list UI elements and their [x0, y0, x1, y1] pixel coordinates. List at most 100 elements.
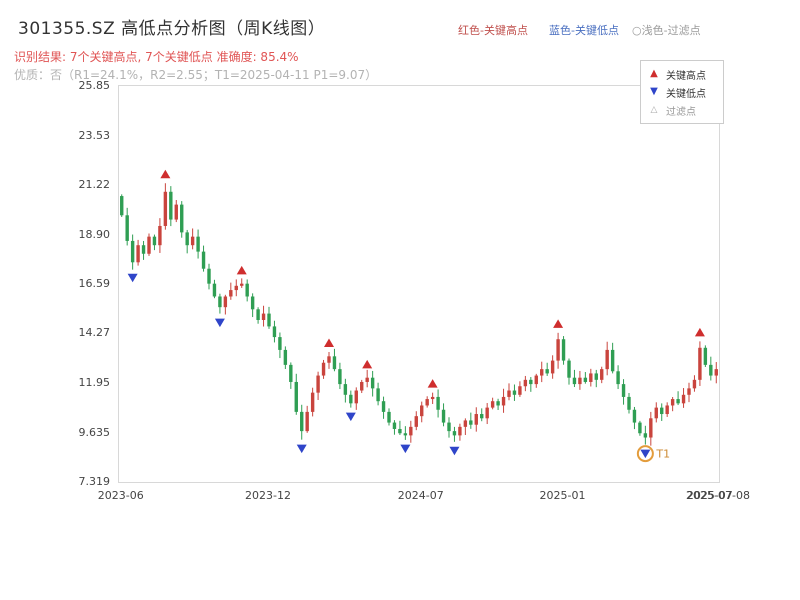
candle — [223, 296, 228, 308]
candle — [534, 375, 538, 385]
candle — [174, 204, 178, 220]
candle — [169, 191, 173, 220]
y-axis-tick-label: 9.635 — [78, 425, 111, 439]
candle — [316, 375, 320, 393]
x-axis-end-date-label: 2025-07-08 — [686, 489, 750, 502]
candle — [550, 360, 555, 374]
candle — [621, 384, 626, 397]
candle — [212, 283, 217, 297]
candle — [638, 422, 642, 434]
candle — [681, 394, 686, 404]
y-axis-tick-label: 7.319 — [78, 475, 111, 488]
candle — [250, 296, 255, 310]
candle — [414, 416, 418, 427]
candle — [627, 396, 631, 410]
candle — [180, 204, 184, 233]
chart-legend: ▲ 关键高点 ▼ 关键低点 △ 过滤点 — [640, 60, 724, 124]
hint-key-low: 蓝色-关键低点 — [549, 24, 619, 37]
candle — [234, 285, 238, 291]
key-high-marker — [553, 319, 564, 328]
x-axis-tick-label: 2023-06 — [97, 489, 144, 502]
candle — [572, 377, 577, 385]
candle — [409, 426, 413, 436]
key-high-marker — [694, 327, 705, 337]
candle — [387, 411, 391, 423]
legend-item-key-low: ▼ 关键低点 — [648, 83, 716, 101]
candle — [447, 422, 451, 432]
candle — [496, 401, 500, 406]
candle — [523, 379, 528, 387]
plot-area: T1 — [118, 85, 720, 483]
candle — [398, 428, 402, 434]
candle — [643, 433, 648, 438]
candle — [605, 349, 609, 370]
candle — [349, 394, 353, 404]
candle — [420, 405, 424, 417]
x-axis-tick-label: 2024-07 — [397, 489, 444, 502]
candle — [245, 283, 249, 297]
candle — [376, 388, 380, 402]
candle — [698, 347, 702, 380]
candle — [125, 215, 129, 241]
y-axis-tick-label: 14.27 — [78, 326, 111, 340]
candle — [229, 290, 233, 297]
recognition-result-text: 识别结果: 7个关键高点, 7个关键低点 准确度: 85.4% — [14, 50, 299, 64]
triangle-outline-icon: △ — [650, 104, 658, 115]
candle — [594, 373, 598, 380]
y-axis-tick-label: 18.90 — [78, 227, 111, 241]
candle — [501, 396, 506, 406]
candle — [310, 392, 315, 412]
candle — [600, 369, 604, 380]
candle — [201, 251, 206, 269]
key-low-marker — [640, 449, 651, 459]
candle — [272, 326, 277, 338]
candle — [632, 409, 637, 423]
legend-label-key-low: 关键低点 — [666, 88, 706, 100]
candle — [654, 407, 658, 419]
candle — [147, 236, 151, 254]
candle — [458, 426, 462, 436]
hint-key-high: 红色-关键高点 — [458, 24, 528, 37]
legend-item-key-high: ▲ 关键高点 — [648, 65, 716, 83]
candle — [120, 196, 124, 216]
page-title: 301355.SZ 高低点分析图（周K线图） — [18, 19, 326, 39]
candle — [578, 377, 582, 385]
candle — [136, 245, 140, 263]
candle — [289, 364, 293, 382]
candle — [185, 232, 189, 246]
candle — [687, 388, 691, 395]
candle — [610, 349, 615, 372]
candle — [190, 236, 195, 246]
key-low-marker — [127, 273, 138, 283]
candle — [709, 364, 713, 376]
candle — [256, 309, 260, 320]
candle — [485, 407, 489, 419]
candle — [365, 377, 369, 382]
candle — [141, 245, 146, 254]
candle — [327, 356, 331, 363]
candle — [474, 414, 478, 425]
candle — [425, 399, 429, 406]
candle — [158, 225, 162, 246]
candle — [370, 377, 375, 389]
key-low-marker — [400, 444, 411, 454]
key-low-marker — [345, 412, 356, 422]
triangle-down-icon: ▼ — [650, 86, 658, 97]
key-high-marker — [427, 379, 438, 388]
t1-label: T1 — [655, 448, 670, 461]
candle — [567, 360, 571, 378]
candle — [163, 191, 168, 226]
y-axis-tick-label: 11.95 — [78, 376, 111, 390]
candle — [338, 369, 342, 385]
candle — [381, 401, 386, 412]
legend-label-filter: 过滤点 — [666, 106, 696, 118]
candle — [294, 381, 298, 412]
key-high-marker — [236, 265, 247, 275]
candle — [529, 379, 533, 385]
candle — [392, 422, 397, 429]
candle — [403, 433, 408, 436]
candle — [430, 396, 435, 400]
candle — [278, 337, 282, 350]
candle — [665, 405, 669, 415]
candle — [360, 381, 364, 391]
